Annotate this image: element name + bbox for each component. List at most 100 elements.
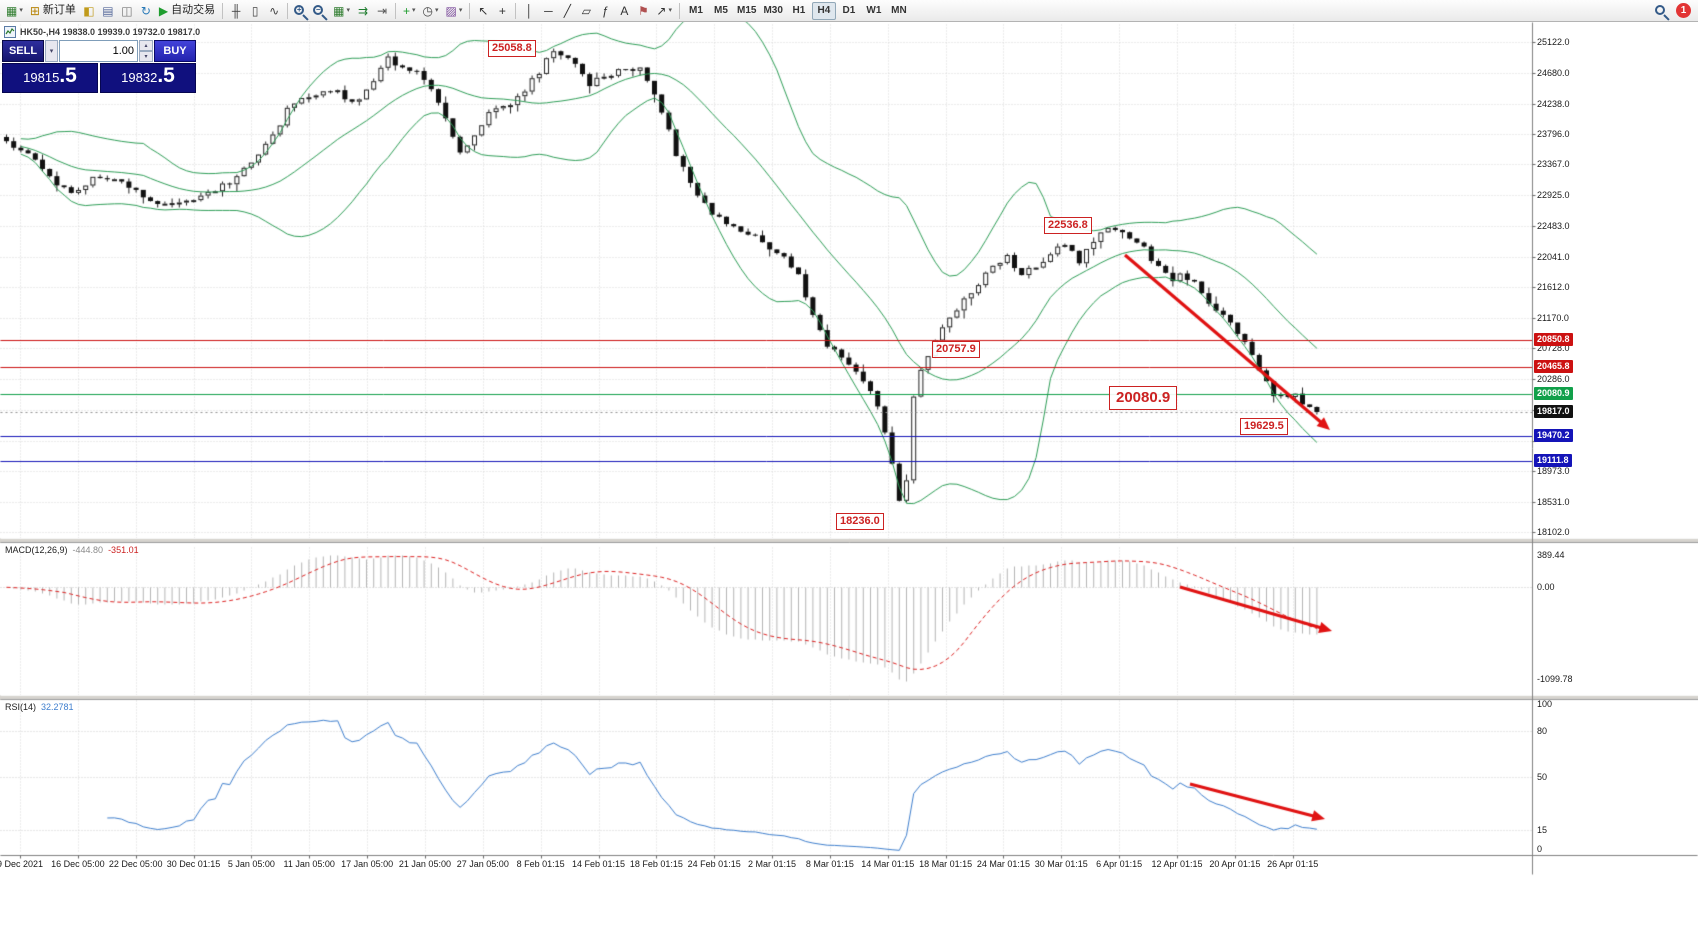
price-axis-tick: 21612.0: [1537, 282, 1570, 292]
templates-button[interactable]: ▨ ▾: [445, 3, 463, 18]
rsi-indicator-label: RSI(14) 32.2781: [5, 702, 74, 712]
chart-title: HK50-,H4 19838.0 19939.0 19732.0 19817.0: [4, 26, 200, 38]
price-annotation[interactable]: 19629.5: [1240, 418, 1288, 435]
rsi-axis-value: 15: [1537, 825, 1548, 835]
time-axis-label: 21 Jan 05:00: [398, 859, 451, 869]
periods-button[interactable]: ◷ ▾: [422, 3, 439, 18]
cursor-icon[interactable]: ↖: [478, 3, 489, 18]
toolbar-separator: [287, 2, 289, 19]
price-annotation[interactable]: 20757.9: [932, 341, 980, 358]
macd-signal-value: -351.01: [108, 545, 139, 555]
price-axis-tick: 24680.0: [1537, 68, 1570, 78]
price-annotation[interactable]: 22536.8: [1044, 217, 1092, 234]
time-axis-label: 30 Mar 01:15: [1034, 859, 1088, 869]
volume-increase-button[interactable]: ▴: [139, 40, 153, 51]
time-axis-label: 17 Jan 05:00: [341, 859, 394, 869]
volume-spinner: ▴ ▾: [139, 40, 153, 62]
auto-trading-button[interactable]: ▶ 自动交易: [158, 3, 216, 18]
chart-window-icon: [4, 26, 16, 38]
time-axis-label: 5 Jan 05:00: [227, 859, 275, 869]
shapes-button[interactable]: ↗ ▾: [656, 3, 672, 18]
chart-shift-icon[interactable]: ⇥: [376, 3, 388, 18]
price-level-label: 19111.8: [1534, 454, 1572, 467]
chart-ohlc-text: HK50-,H4 19838.0 19939.0 19732.0 19817.0: [20, 27, 201, 37]
time-axis-label: 14 Mar 01:15: [861, 859, 915, 869]
bar-chart-icon[interactable]: ╫: [231, 3, 241, 18]
time-axis-label: 6 Apr 01:15: [1096, 859, 1143, 869]
timeframe-h1-button[interactable]: H1: [792, 4, 806, 16]
time-axis-label: 24 Mar 01:15: [976, 859, 1030, 869]
tile-windows-button[interactable]: ▦ ▾: [333, 3, 351, 18]
macd-main-value: -444.80: [72, 545, 104, 555]
timeframe-m1-button[interactable]: M1: [689, 4, 703, 16]
price-annotation[interactable]: 18236.0: [836, 513, 884, 530]
price-level-label: 20080.9: [1534, 387, 1573, 400]
price-axis-tick: 20728.0: [1537, 343, 1570, 353]
print-icon[interactable]: ▤: [102, 3, 114, 18]
crosshair-icon[interactable]: +: [498, 3, 506, 18]
sell-price-display[interactable]: 19815.5: [2, 63, 98, 93]
macd-axis-value: 389.44: [1537, 550, 1565, 560]
timeframe-w1-button[interactable]: W1: [866, 4, 882, 16]
volume-decrease-button[interactable]: ▾: [139, 51, 153, 62]
price-axis-tick: 22925.0: [1537, 190, 1570, 200]
auto-scroll-icon[interactable]: ⇉: [357, 3, 369, 18]
vertical-line-icon[interactable]: │: [525, 3, 534, 18]
zoom-out-icon[interactable]: −: [311, 3, 329, 21]
timeframe-m5-button[interactable]: M5: [714, 4, 728, 16]
time-axis-label: 8 Feb 01:15: [516, 859, 565, 869]
indicators-button[interactable]: + ▾: [403, 3, 416, 18]
search-icon[interactable]: [1653, 3, 1671, 21]
zoom-in-icon[interactable]: +: [292, 3, 310, 21]
time-axis-label: 2 Mar 01:15: [748, 859, 797, 869]
notification-badge[interactable]: 1: [1676, 3, 1691, 18]
sell-button[interactable]: SELL: [2, 40, 44, 62]
sell-price-small: 19815: [23, 70, 60, 85]
macd-axis-value: -1099.78: [1537, 674, 1573, 684]
price-annotation[interactable]: 20080.9: [1109, 386, 1178, 410]
price-level-label: 20850.8: [1534, 333, 1573, 346]
trendline-icon[interactable]: ╱: [563, 3, 572, 18]
price-level-label: 19470.2: [1534, 429, 1573, 442]
timeframe-d1-button[interactable]: D1: [842, 4, 856, 16]
text-icon[interactable]: A: [620, 3, 629, 18]
timeframe-m15-button[interactable]: M15: [736, 4, 757, 16]
preview-icon[interactable]: ◫: [121, 3, 133, 18]
price-annotation[interactable]: 25058.8: [488, 40, 536, 57]
toolbar-separator: [515, 2, 517, 19]
price-axis-tick: 24238.0: [1537, 99, 1570, 109]
timeframe-mn-button[interactable]: MN: [891, 4, 907, 16]
label-icon[interactable]: ⚑: [638, 3, 649, 18]
price-axis-tick: 23367.0: [1537, 159, 1570, 169]
line-chart-icon[interactable]: ∿: [269, 3, 280, 18]
buy-button[interactable]: BUY: [154, 40, 196, 62]
fibonacci-icon[interactable]: ƒ: [602, 3, 609, 18]
buy-price-display[interactable]: 19832.5: [100, 63, 196, 93]
volume-dropdown-button[interactable]: ▾: [45, 40, 58, 62]
time-axis-label: 26 Apr 01:15: [1267, 859, 1319, 869]
refresh-icon[interactable]: ↻: [140, 3, 151, 18]
toolbar-separator: [222, 2, 224, 19]
price-level-label: 20465.8: [1534, 360, 1573, 373]
volume-input[interactable]: [59, 40, 138, 62]
price-axis-tick: 22483.0: [1537, 221, 1570, 231]
profiles-icon[interactable]: ◧: [83, 3, 95, 18]
candlestick-chart-icon[interactable]: ▯: [251, 3, 259, 18]
time-axis-label: 18 Feb 01:15: [629, 859, 683, 869]
time-axis-label: 11 Jan 05:00: [283, 859, 335, 869]
rsi-axis-value: 80: [1537, 726, 1548, 736]
rsi-axis-value: 50: [1537, 772, 1548, 782]
timeframe-h4-button[interactable]: H4: [811, 1, 836, 20]
horizontal-line-icon[interactable]: ─: [544, 3, 553, 18]
time-axis-label: 8 Mar 01:15: [805, 859, 854, 869]
timeframe-m30-button[interactable]: M30: [763, 4, 783, 16]
channel-icon[interactable]: ▱: [581, 3, 592, 18]
new-order-button[interactable]: ⊞ 新订单: [29, 3, 76, 18]
new-chart-icon[interactable]: ▦ ▾: [6, 3, 23, 18]
price-axis-tick: 23796.0: [1537, 129, 1570, 139]
main-toolbar: ▦ ▾ ⊞ 新订单 ◧ ▤ ◫ ↻ ▶ 自动交易 ╫ ▯ ∿ + − ▦ ▾ ⇉ ⇥ + ▾ ◷ ▾ ▨ ▾ ↖ + │ ─ ╱ ▱ ƒ A ⚑ ↗…: [0, 0, 1698, 22]
price-axis-tick: 18973.0: [1537, 466, 1570, 476]
